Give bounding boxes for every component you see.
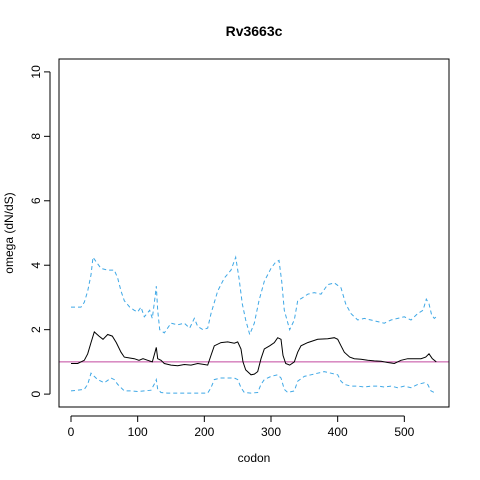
x-tick-label: 500 <box>394 425 414 439</box>
confidence-bound-line-1 <box>71 255 437 337</box>
omega-line <box>71 331 437 376</box>
y-tick-label: 0 <box>29 390 43 397</box>
y-tick-label: 10 <box>29 65 43 79</box>
y-tick-label: 2 <box>29 326 43 333</box>
x-tick-label: 0 <box>68 425 75 439</box>
x-tick-label: 400 <box>328 425 348 439</box>
y-axis: 0 2 4 6 8 10 <box>29 65 51 397</box>
x-axis: 0 100 200 300 400 500 <box>68 415 415 439</box>
y-tick-label: 8 <box>29 133 43 140</box>
plot-frame <box>58 58 450 408</box>
confidence-bound-line-2 <box>70 371 437 394</box>
x-tick-label: 100 <box>128 425 148 439</box>
chart-title: Rv3663c <box>226 23 283 39</box>
y-tick-label: 4 <box>29 262 43 269</box>
y-axis-label: omega (dN/dS) <box>2 192 16 273</box>
y-tick-label: 6 <box>29 197 43 204</box>
x-tick-label: 200 <box>194 425 214 439</box>
x-tick-label: 300 <box>261 425 281 439</box>
x-axis-label: codon <box>238 451 271 465</box>
